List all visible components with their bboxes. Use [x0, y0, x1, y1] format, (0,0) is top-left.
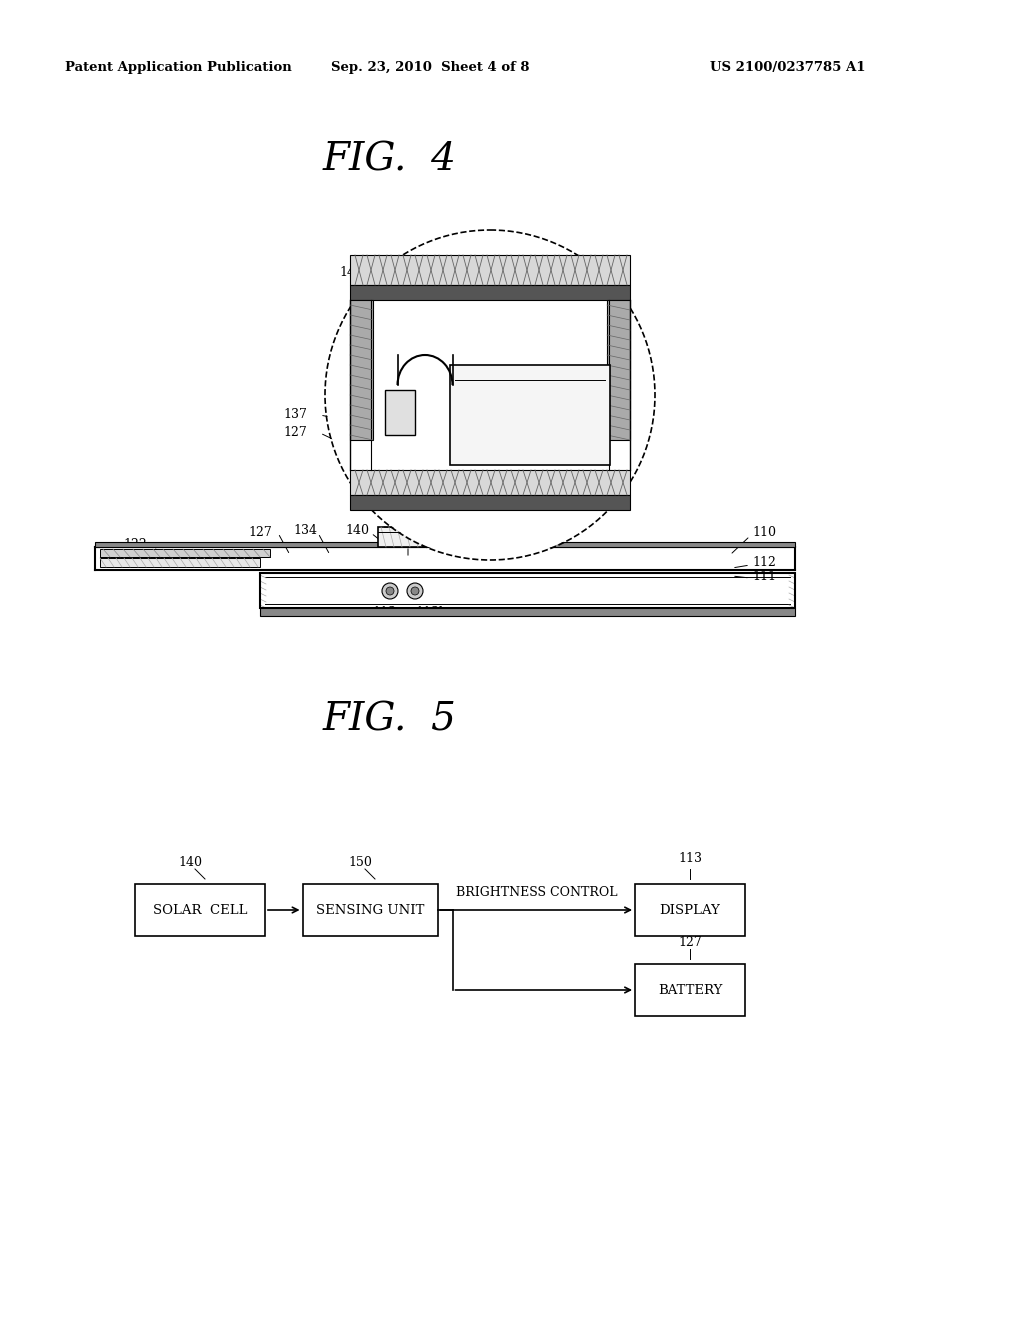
Circle shape — [326, 231, 654, 558]
Bar — [302, 884, 437, 936]
Text: 141: 141 — [435, 260, 459, 273]
Text: SENSING UNIT: SENSING UNIT — [315, 903, 424, 916]
Text: 113a: 113a — [372, 606, 403, 619]
Bar — [450, 366, 610, 465]
Text: 134: 134 — [583, 298, 607, 312]
Text: 140: 140 — [339, 265, 362, 279]
Text: 127: 127 — [678, 936, 701, 949]
Bar — [260, 573, 795, 609]
Text: 121: 121 — [110, 552, 134, 565]
Bar — [100, 549, 270, 557]
Text: Patent Application Publication: Patent Application Publication — [65, 62, 292, 74]
Circle shape — [382, 583, 398, 599]
Text: 150: 150 — [348, 855, 372, 869]
Bar — [385, 389, 415, 436]
Text: FIG.  5: FIG. 5 — [323, 701, 457, 738]
Bar — [350, 470, 630, 495]
Text: 122: 122 — [123, 539, 146, 552]
Text: 110: 110 — [752, 527, 776, 540]
Text: 127: 127 — [283, 426, 307, 440]
Text: US 2100/0237785 A1: US 2100/0237785 A1 — [710, 62, 865, 74]
Text: 138: 138 — [583, 354, 607, 367]
Text: 112: 112 — [752, 557, 776, 569]
Bar — [378, 527, 423, 546]
Text: BATTERY: BATTERY — [657, 983, 722, 997]
Text: 137: 137 — [283, 408, 307, 421]
Bar — [350, 300, 373, 440]
Bar — [350, 495, 630, 510]
Text: 120: 120 — [460, 520, 484, 532]
Bar — [135, 884, 265, 936]
Text: 140: 140 — [345, 524, 369, 536]
Bar — [260, 609, 795, 616]
Text: 113b: 113b — [415, 606, 447, 619]
Text: 140: 140 — [178, 855, 202, 869]
Text: Sep. 23, 2010  Sheet 4 of 8: Sep. 23, 2010 Sheet 4 of 8 — [331, 62, 529, 74]
Bar — [350, 285, 630, 300]
Text: 136: 136 — [580, 461, 604, 474]
Text: 136: 136 — [408, 536, 432, 549]
Text: 134: 134 — [293, 524, 317, 536]
Bar — [635, 884, 745, 936]
Text: 111: 111 — [752, 570, 776, 583]
Bar — [95, 543, 795, 546]
Text: 127: 127 — [248, 527, 271, 540]
Circle shape — [386, 587, 394, 595]
Text: 113: 113 — [678, 853, 702, 866]
Circle shape — [411, 587, 419, 595]
Text: DISPLAY: DISPLAY — [659, 903, 721, 916]
Text: FIG.  4: FIG. 4 — [323, 141, 457, 178]
Bar — [607, 300, 630, 440]
Bar — [350, 255, 630, 285]
Circle shape — [407, 583, 423, 599]
Text: SOLAR  CELL: SOLAR CELL — [153, 903, 247, 916]
Bar — [100, 558, 260, 568]
Text: BRIGHTNESS CONTROL: BRIGHTNESS CONTROL — [456, 886, 617, 899]
Bar — [635, 964, 745, 1016]
